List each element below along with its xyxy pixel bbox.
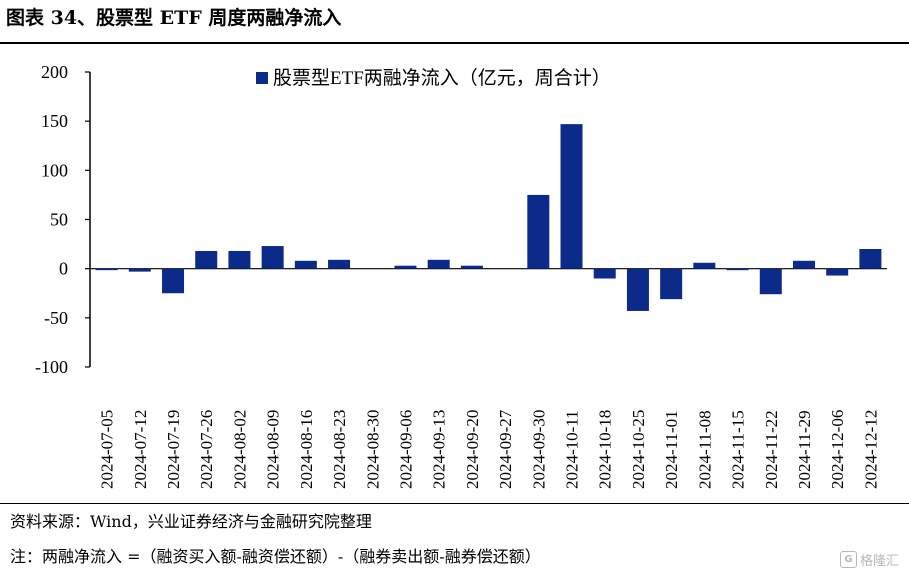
y-tick-label: 200 [41, 62, 68, 82]
x-tick-label: 2024-08-30 [363, 410, 382, 489]
figure-title: 图表 34、股票型 ETF 周度两融净流入 [6, 7, 342, 29]
note-text: 注：两融净流入 =（融资买入额-融资偿还额）-（融券卖出额-融券偿还额） [10, 547, 541, 566]
x-tick-label: 2024-09-27 [496, 409, 515, 489]
y-tick-label: 150 [41, 111, 68, 131]
footer-divider [0, 503, 909, 504]
bar [162, 268, 185, 294]
bar [792, 260, 815, 269]
x-tick-label: 2024-12-12 [861, 410, 880, 489]
x-tick-label: 2024-09-30 [529, 410, 548, 489]
bar [328, 259, 351, 269]
x-tick-label: 2024-10-18 [596, 410, 615, 489]
y-tick-label: -50 [44, 308, 68, 328]
x-tick-label: 2024-07-12 [131, 410, 150, 489]
watermark-logo-icon: G [839, 551, 857, 568]
bar [660, 268, 683, 300]
x-tick-label: 2024-11-29 [795, 410, 814, 489]
x-tick-label: 2024-09-13 [430, 410, 449, 489]
legend-label: 股票型ETF两融净流入（亿元，周合计） [273, 67, 611, 89]
bar [195, 250, 218, 269]
bar [826, 268, 849, 276]
bar [693, 262, 716, 269]
x-tick-label: 2024-11-08 [695, 410, 714, 489]
bar [593, 268, 616, 279]
legend-swatch [256, 72, 268, 84]
y-tick-label: 0 [59, 259, 68, 279]
x-tick-label: 2024-07-19 [164, 410, 183, 489]
x-tick-label: 2024-09-20 [463, 410, 482, 489]
x-tick-label: 2024-08-09 [264, 410, 283, 489]
x-tick-label: 2024-07-26 [197, 410, 216, 489]
x-tick-label: 2024-08-02 [230, 410, 249, 489]
y-tick-label: 50 [50, 210, 68, 230]
bar [460, 265, 483, 269]
watermark: G 格隆汇 [839, 550, 899, 569]
bar [560, 124, 583, 269]
bar [294, 260, 317, 269]
title-divider [0, 42, 909, 44]
bar [626, 268, 649, 311]
x-tick-label: 2024-12-06 [828, 410, 847, 489]
bar [427, 259, 450, 269]
bar [261, 246, 284, 269]
y-tick-label: 100 [41, 160, 68, 180]
x-tick-label: 2024-11-15 [729, 410, 748, 489]
bar [759, 268, 782, 295]
bar [859, 249, 882, 269]
x-tick-label: 2024-10-11 [563, 410, 582, 489]
bar [394, 265, 417, 269]
bar [128, 268, 151, 272]
watermark-label: 格隆汇 [859, 554, 899, 569]
x-tick-label: 2024-10-25 [629, 410, 648, 489]
x-tick-label: 2024-07-05 [98, 410, 117, 489]
plot-area: -100 -50 0 50 100 150 200 2024-07-05 2024-07-12 2… [35, 62, 887, 489]
x-tick-label: 2024-11-22 [762, 410, 781, 489]
y-tick-label: -100 [35, 357, 68, 377]
x-tick-label: 2024-08-16 [297, 410, 316, 489]
x-tick-label: 2024-11-01 [662, 410, 681, 489]
x-tick-label: 2024-09-06 [396, 410, 415, 489]
bar [726, 268, 749, 271]
bar [95, 268, 118, 271]
x-tick-label: 2024-08-23 [330, 410, 349, 489]
bar [527, 194, 550, 269]
bar-chart: -100 -50 0 50 100 150 200 2024-07-05 2024-07-12 2… [35, 62, 887, 489]
source-text: 资料来源：Wind，兴业证券经济与金融研究院整理 [10, 512, 372, 531]
bar [228, 250, 251, 269]
